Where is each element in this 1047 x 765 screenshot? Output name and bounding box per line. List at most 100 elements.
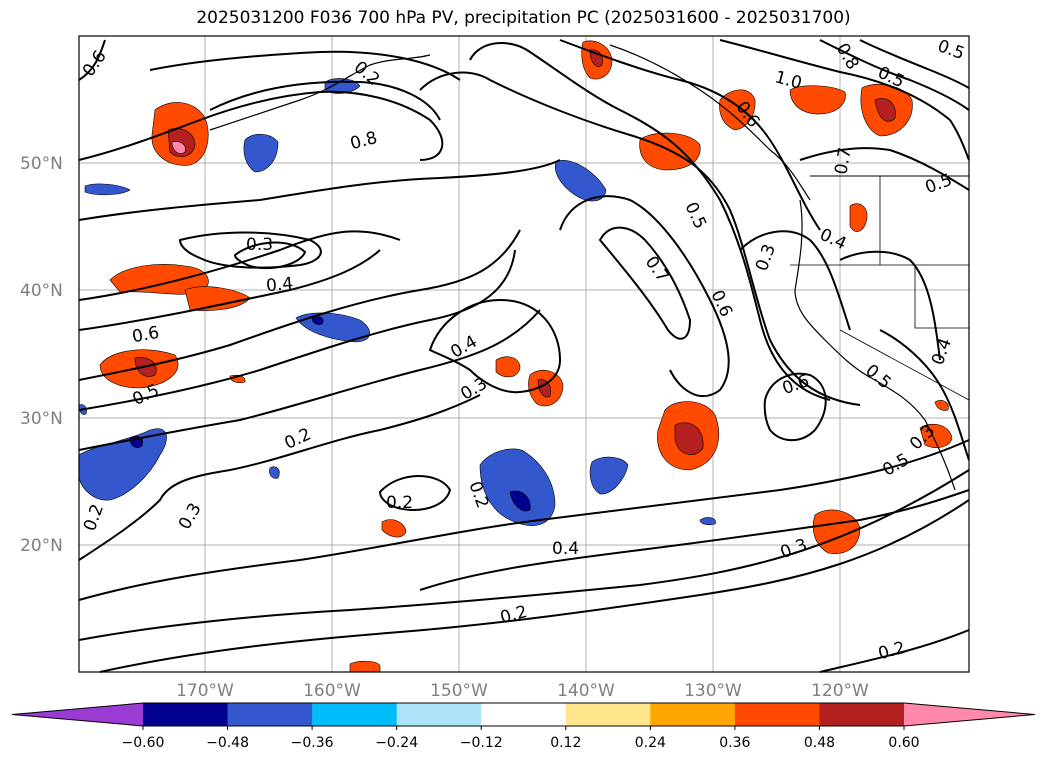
contour-line — [819, 629, 970, 673]
contour-line — [598, 226, 692, 340]
map-background — [79, 36, 969, 672]
lon-tick-label: 140°W — [557, 681, 615, 701]
colorbar-bin — [734, 703, 820, 726]
contour-line — [78, 230, 401, 301]
colorbar-bin — [227, 703, 313, 726]
colorbar-tick-label: 0.12 — [550, 735, 581, 751]
contour-line — [78, 159, 561, 221]
precip-blob — [699, 517, 716, 526]
coastline-bc — [609, 44, 811, 201]
lon-tick-label: 120°W — [811, 681, 869, 701]
contour-label: 0.3 — [246, 235, 273, 255]
contour-line — [859, 39, 970, 89]
colorbar-bin — [312, 703, 398, 726]
contour-line — [428, 298, 562, 394]
contour-line — [78, 90, 444, 161]
contour-line — [739, 230, 851, 331]
precip-blob — [109, 264, 209, 295]
contour-line — [78, 249, 381, 331]
contour-label: 0.4 — [265, 274, 294, 296]
coastlines — [209, 44, 970, 491]
contour-line — [78, 249, 516, 411]
contour-line — [559, 195, 730, 397]
contour-line — [78, 229, 521, 381]
precip-blob — [555, 160, 607, 202]
border-states — [790, 176, 970, 401]
colorbar-bin — [565, 703, 651, 726]
colorbar-tick-label: −0.24 — [375, 735, 418, 751]
contour-line — [763, 372, 827, 442]
contour-line — [78, 439, 970, 601]
precip-blob — [479, 448, 556, 526]
contour-label: 0.6 — [131, 323, 161, 347]
lat-tick-label: 20°N — [20, 536, 63, 556]
lat-tick-label: 40°N — [20, 281, 63, 301]
colorbar-tick-label: −0.12 — [460, 735, 503, 751]
map-title: 2025031200 F036 700 hPa PV, precipitatio… — [196, 8, 851, 28]
contour-line — [78, 39, 106, 81]
colorbar-tick-label: 0.24 — [635, 735, 666, 751]
colorbar-bin — [143, 703, 229, 726]
coastline-alaska — [209, 54, 431, 131]
precip-blob — [171, 141, 186, 154]
precip-blob — [919, 423, 953, 448]
lon-tick-label: 150°W — [430, 681, 488, 701]
contour-label: 0.7 — [831, 146, 855, 176]
contour-label: 0.2 — [386, 493, 413, 513]
contour-line — [378, 475, 452, 511]
map-frame — [78, 35, 970, 673]
precip-blob — [789, 85, 846, 115]
colorbar-bin — [650, 703, 736, 726]
colorbar-labels: −0.60 −0.48 −0.36 −0.24 −0.12 0.12 0.24 0.36 0.4… — [122, 726, 920, 751]
colorbar-tick-label: 0.36 — [719, 735, 750, 751]
colorbar-bin — [819, 703, 905, 726]
precip-blob — [495, 356, 521, 378]
precip-blob — [674, 422, 704, 455]
colorbar-tick-label: 0.60 — [888, 735, 919, 751]
lon-tick-label: 160°W — [303, 681, 361, 701]
latitude-labels: 20°N 30°N 40°N 50°N — [20, 154, 63, 556]
contour-line — [78, 309, 541, 451]
contour-line — [419, 489, 970, 591]
precip-blob — [537, 379, 551, 398]
precip-blob — [349, 660, 381, 673]
precip-blob — [639, 132, 701, 171]
longitude-labels: 170°W 160°W 150°W 140°W 130°W 120°W — [176, 681, 869, 701]
colorbar-tick-label: −0.48 — [206, 735, 249, 751]
precip-blob — [84, 183, 131, 196]
contour-line — [469, 41, 831, 401]
contour-label: 0.4 — [552, 539, 579, 559]
contour-line — [879, 329, 970, 461]
precip-blob — [849, 203, 868, 232]
contour-line — [559, 39, 821, 231]
contour-line — [78, 469, 970, 641]
lon-tick-label: 170°W — [176, 681, 234, 701]
contour-line — [78, 394, 481, 561]
precip-blob — [243, 133, 279, 173]
contour-line — [178, 231, 322, 269]
precip-blob — [934, 400, 949, 411]
contour-line — [799, 147, 970, 191]
colorbar-tick-label: 0.48 — [804, 735, 835, 751]
contour-line — [419, 71, 861, 406]
coastline-us-west — [794, 199, 956, 491]
colorbar — [11, 702, 1036, 727]
contour-line — [233, 241, 307, 270]
lat-tick-label: 30°N — [20, 409, 63, 429]
contour-line — [719, 39, 970, 161]
precip-blob — [589, 456, 629, 495]
colorbar-tick-label: −0.36 — [291, 735, 334, 751]
lon-tick-label: 130°W — [684, 681, 742, 701]
contour-line — [209, 80, 441, 121]
precip-blob — [311, 316, 324, 325]
colorbar-arrow-low — [12, 703, 143, 726]
precip-blob — [381, 519, 407, 538]
colorbar-arrow-high — [904, 703, 1035, 726]
contour-line — [99, 499, 970, 673]
pv-contours — [78, 39, 970, 673]
contour-line — [819, 39, 970, 111]
colorbar-tick-label: −0.60 — [122, 735, 165, 751]
lat-tick-label: 50°N — [20, 154, 63, 174]
colorbar-bin — [481, 703, 567, 726]
